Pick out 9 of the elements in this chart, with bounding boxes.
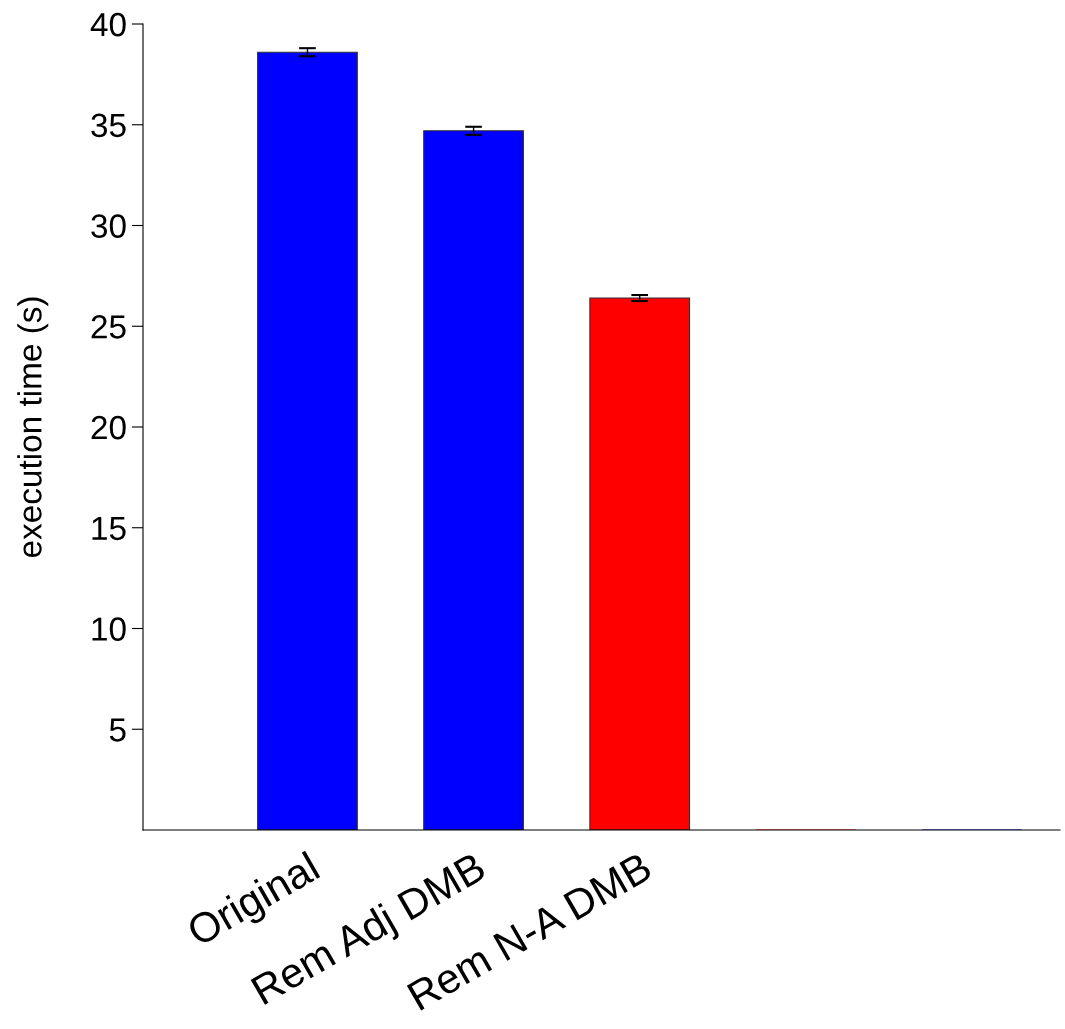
y-tick-label: 40 xyxy=(90,12,126,37)
y-tick-label: 10 xyxy=(92,617,126,641)
y-tick-label: 5 xyxy=(109,718,126,742)
y-tick-label: 20 xyxy=(91,415,126,440)
y-axis-title: execution time (s) xyxy=(17,297,49,558)
y-tick-label: 25 xyxy=(91,315,126,339)
y-tick-label: 30 xyxy=(91,214,126,238)
y-tick-label: 35 xyxy=(91,113,126,138)
y-tick-label: 15 xyxy=(92,516,126,541)
